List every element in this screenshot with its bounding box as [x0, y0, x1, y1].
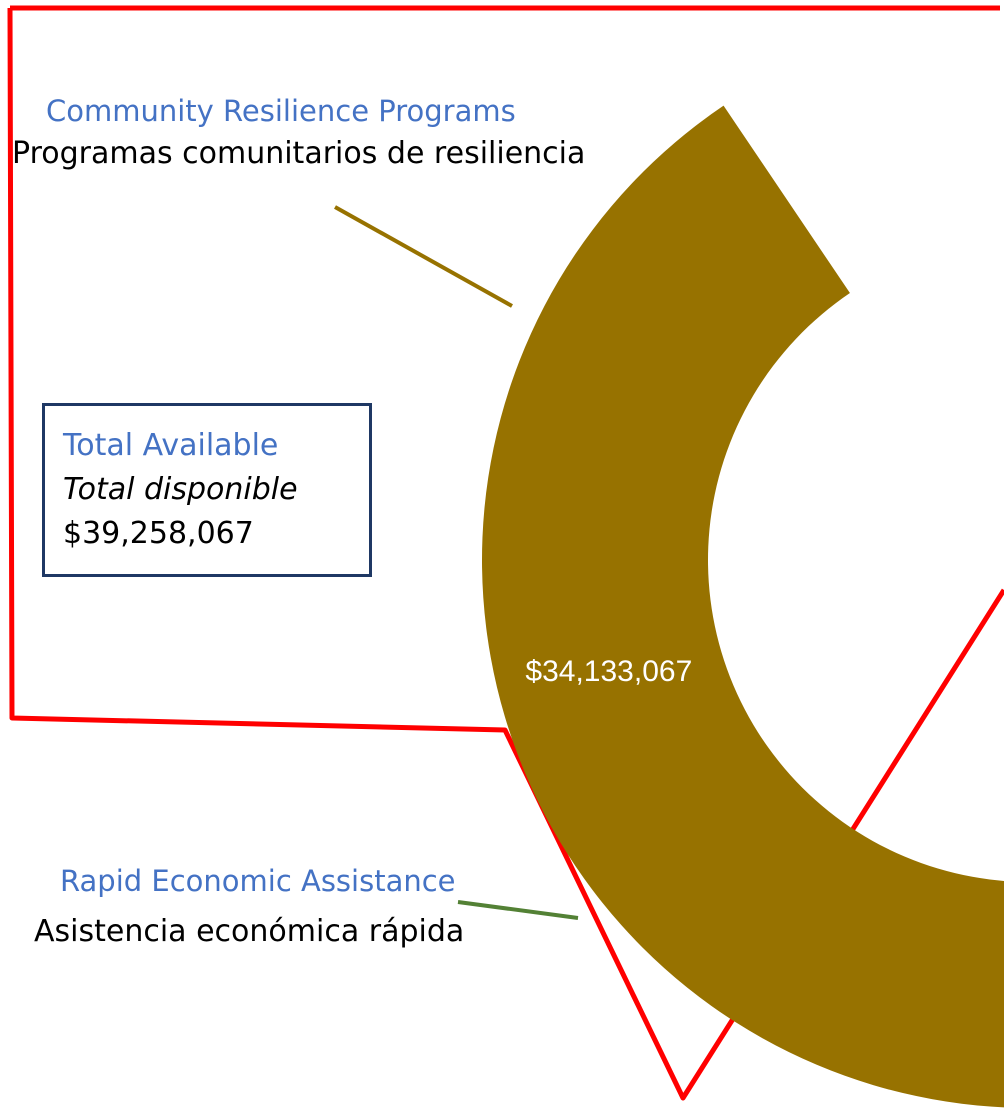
leader-line-community: [334, 205, 513, 308]
leader-line-rapid: [457, 900, 579, 920]
rapid-economic-assistance-label: Rapid Economic Assistance: [60, 864, 456, 898]
total-available-box: Total Available Total disponible $39,258…: [42, 403, 372, 577]
slice-community-resilience: [482, 105, 1004, 1108]
total-available-value: $39,258,067: [63, 516, 254, 551]
community-resilience-label-es: Programas comunitarios de resiliencia: [12, 136, 586, 171]
value-label-community-resilience: $34,133,067: [525, 655, 692, 688]
total-available-label-es: Total disponible: [63, 472, 298, 507]
total-available-label: Total Available: [63, 428, 279, 463]
rapid-economic-assistance-label-es: Asistencia económica rápida: [34, 914, 465, 949]
community-resilience-label: Community Resilience Programs: [46, 94, 516, 128]
